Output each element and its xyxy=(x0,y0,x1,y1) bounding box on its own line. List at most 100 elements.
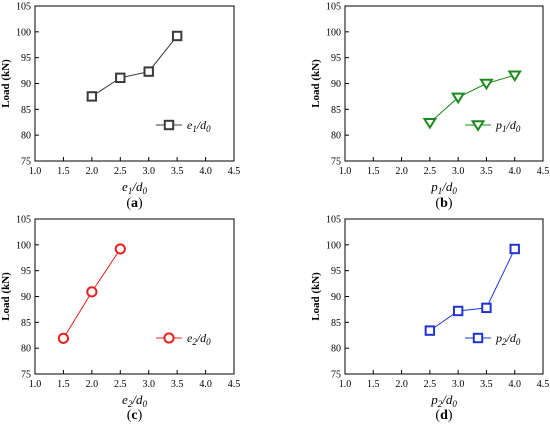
y-tick-label: 100 xyxy=(16,240,31,251)
y-tick-label: 100 xyxy=(326,27,341,38)
data-point xyxy=(507,70,522,82)
series-line xyxy=(91,35,178,97)
chart-panel-d: 1.0 1.5 2.0 2.5 3.0 3.5 4.0 4.5 75 80 85 90 95 100 105… xyxy=(310,215,549,424)
data-point xyxy=(422,117,438,130)
x-tick-label: 2.0 xyxy=(395,166,408,177)
x-tick-label: 2.5 xyxy=(114,379,127,390)
y-tick-label: 90 xyxy=(331,292,341,303)
legend-marker xyxy=(163,119,175,131)
data-point xyxy=(481,302,492,314)
y-axis-label: Load (kN) xyxy=(0,272,12,321)
y-tick-label: 75 xyxy=(21,157,31,168)
x-tick-label: 1.0 xyxy=(339,166,352,177)
y-tick-label: 85 xyxy=(331,105,341,116)
x-tick-label: 1.5 xyxy=(367,379,380,390)
x-tick-label: 2.5 xyxy=(424,166,437,177)
panel-label: (b) xyxy=(435,196,452,211)
x-axis-label: p1/d0 xyxy=(430,179,457,196)
x-tick-label: 2.0 xyxy=(86,166,99,177)
x-tick-label: 1.0 xyxy=(339,379,352,390)
y-tick-label: 80 xyxy=(331,344,341,355)
plot-frame xyxy=(344,5,544,162)
y-tick-label: 95 xyxy=(331,53,341,64)
x-axis-label: p2/d0 xyxy=(430,392,457,409)
y-tick-label: 90 xyxy=(331,79,341,90)
legend-label: p2/d0 xyxy=(495,331,521,347)
data-point xyxy=(115,72,126,84)
legend-marker xyxy=(472,332,484,344)
y-tick-label: 80 xyxy=(331,131,341,142)
data-point xyxy=(86,286,98,298)
y-tick-label: 105 xyxy=(326,2,341,13)
legend-label: p1/d0 xyxy=(495,118,521,134)
y-tick-label: 75 xyxy=(21,370,31,381)
x-tick-label: 2.5 xyxy=(114,166,127,177)
x-tick-label: 3.5 xyxy=(171,379,184,390)
x-tick-label: 2.0 xyxy=(86,379,99,390)
legend: e1/d0 xyxy=(156,118,211,134)
data-point xyxy=(86,91,98,102)
legend-marker xyxy=(470,120,486,132)
legend: p2/d0 xyxy=(465,331,521,347)
x-tick-label: 3.0 xyxy=(142,166,155,177)
plot-frame xyxy=(34,218,235,375)
y-tick-label: 75 xyxy=(331,157,341,168)
plot-frame xyxy=(344,218,544,375)
data-point xyxy=(450,92,466,105)
y-tick-label: 90 xyxy=(21,292,31,303)
panel-label: (d) xyxy=(435,408,452,423)
x-tick-label: 4.5 xyxy=(537,379,550,390)
data-point xyxy=(479,78,494,91)
panel-label: (a) xyxy=(126,196,143,211)
y-tick-label: 95 xyxy=(21,53,31,64)
legend: p1/d0 xyxy=(465,118,521,134)
y-axis-label: Load (kN) xyxy=(310,272,322,321)
data-point xyxy=(114,243,126,255)
x-tick-label: 1.5 xyxy=(367,166,380,177)
x-tick-label: 4.0 xyxy=(508,166,521,177)
data-point xyxy=(509,243,520,255)
legend-marker xyxy=(163,332,175,344)
x-tick-label: 3.5 xyxy=(171,166,184,177)
y-axis-label: Load (kN) xyxy=(310,59,322,108)
x-tick-label: 2.5 xyxy=(424,379,437,390)
y-tick-label: 100 xyxy=(326,240,341,251)
data-point xyxy=(171,30,183,42)
x-tick-label: 3.0 xyxy=(142,379,155,390)
x-tick-label: 1.5 xyxy=(57,379,70,390)
y-tick-label: 105 xyxy=(16,215,31,226)
y-axis-label: Load (kN) xyxy=(0,59,12,108)
plot-frame xyxy=(34,5,235,162)
y-tick-label: 80 xyxy=(21,131,31,142)
series-line xyxy=(429,248,516,332)
y-tick-label: 100 xyxy=(16,27,31,38)
x-tick-label: 1.0 xyxy=(29,166,42,177)
y-tick-label: 85 xyxy=(331,318,341,329)
series-line xyxy=(429,74,515,124)
x-tick-label: 3.0 xyxy=(452,379,465,390)
y-tick-label: 80 xyxy=(21,344,31,355)
legend-label: e2/d0 xyxy=(187,331,211,347)
x-tick-label: 1.0 xyxy=(29,379,42,390)
y-tick-label: 85 xyxy=(21,105,31,116)
chart-panel-c: 1.0 1.5 2.0 2.5 3.0 3.5 4.0 4.5 75 80 85 90 95 100 105… xyxy=(0,215,240,424)
x-tick-label: 4.5 xyxy=(228,166,241,177)
x-tick-label: 2.0 xyxy=(395,379,408,390)
chart-panel-b: 1.0 1.5 2.0 2.5 3.0 3.5 4.0 4.5 75 80 85 90 95 100 105… xyxy=(310,2,549,212)
y-tick-label: 90 xyxy=(21,79,31,90)
y-tick-label: 85 xyxy=(21,318,31,329)
x-tick-label: 3.5 xyxy=(480,166,493,177)
data-point xyxy=(57,332,70,344)
x-tick-label: 3.0 xyxy=(452,166,465,177)
y-tick-label: 105 xyxy=(326,215,341,226)
y-tick-label: 95 xyxy=(331,266,341,277)
data-point xyxy=(452,305,464,317)
chart-panel-a: 1.0 1.5 2.0 2.5 3.0 3.5 4.0 4.5 75 80 85 90 95 100 105… xyxy=(0,2,240,212)
data-point xyxy=(424,325,436,336)
x-tick-label: 3.5 xyxy=(480,379,493,390)
x-tick-label: 4.0 xyxy=(508,379,521,390)
y-tick-label: 95 xyxy=(21,266,31,277)
x-axis-label: e2/d0 xyxy=(122,392,147,409)
legend: e2/d0 xyxy=(156,331,211,347)
